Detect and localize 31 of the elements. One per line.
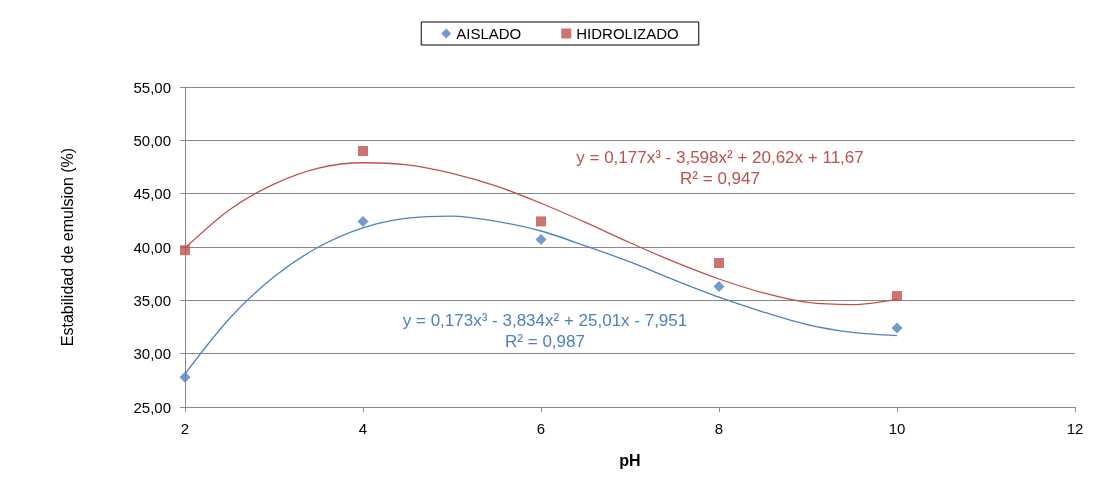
point — [714, 258, 724, 268]
annotation: y = 0,173x³ - 3,834x² + 25,01x - 7,951 — [402, 310, 688, 330]
y-tick-label: 55,00 — [133, 78, 171, 96]
x-tick-label: 8 — [714, 420, 724, 437]
y-tick-label: 40,00 — [133, 238, 171, 256]
point — [179, 371, 191, 383]
y-tick-label: 35,00 — [133, 291, 171, 309]
point — [357, 215, 369, 227]
point — [536, 216, 546, 227]
legend-label: AISLADO — [456, 25, 522, 42]
y-axis-title: Estabilidad de emulsion (%) — [58, 147, 76, 347]
point — [892, 291, 902, 302]
annotation: y = 0,177x³ - 3,598x² + 20,62x + 11,67 — [576, 147, 864, 167]
y-tick-label: 50,00 — [133, 131, 171, 149]
x-tick-label: 12 — [1066, 420, 1084, 437]
x-tick-label: 6 — [536, 420, 546, 437]
annotation: R² = 0,947 — [680, 168, 760, 188]
point — [891, 322, 903, 334]
point — [535, 234, 547, 246]
y-tick-label: 25,00 — [133, 398, 171, 416]
x-axis-title: pH — [619, 451, 641, 469]
annotation: R² = 0,987 — [505, 331, 585, 351]
x-tick-label: 4 — [358, 420, 368, 437]
x-tick-label: 10 — [888, 420, 906, 437]
x-tick-label: 2 — [180, 420, 190, 437]
point — [180, 245, 190, 256]
legend-label: HIDROLIZADO — [576, 25, 679, 42]
point — [713, 280, 725, 292]
point — [358, 146, 368, 156]
y-tick-label: 45,00 — [133, 185, 171, 203]
y-tick-label: 30,00 — [133, 345, 171, 363]
